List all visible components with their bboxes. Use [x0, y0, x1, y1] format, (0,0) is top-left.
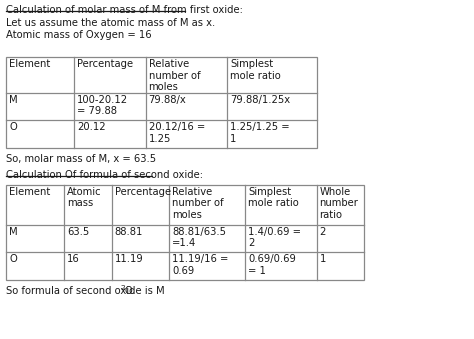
Text: 1.4/0.69 =
2: 1.4/0.69 = 2 — [248, 226, 301, 248]
Text: 20.12/16 =
1.25: 20.12/16 = 1.25 — [148, 122, 205, 144]
Text: 16: 16 — [67, 254, 80, 264]
Text: So, molar mass of M, x = 63.5: So, molar mass of M, x = 63.5 — [6, 154, 156, 164]
Text: Percentage: Percentage — [77, 59, 133, 69]
Text: O.: O. — [124, 286, 135, 296]
Text: 88.81: 88.81 — [115, 226, 143, 237]
Text: Element: Element — [9, 59, 51, 69]
Text: Element: Element — [9, 187, 51, 197]
Text: O: O — [9, 122, 17, 133]
Text: 79.88/1.25x: 79.88/1.25x — [230, 95, 290, 105]
Text: 11.19: 11.19 — [115, 254, 144, 264]
Text: Atomic
mass: Atomic mass — [67, 187, 101, 208]
Text: 79.88/x: 79.88/x — [148, 95, 186, 105]
Bar — [6, 57, 317, 148]
Text: 63.5: 63.5 — [67, 226, 89, 237]
Text: Simplest
mole ratio: Simplest mole ratio — [248, 187, 299, 208]
Text: Let us assume the atomic mass of M as x.: Let us assume the atomic mass of M as x. — [6, 18, 216, 28]
Text: 2: 2 — [319, 226, 326, 237]
Text: Percentage: Percentage — [115, 187, 171, 197]
Text: Whole
number
ratio: Whole number ratio — [319, 187, 358, 220]
Text: M: M — [9, 95, 18, 105]
Text: Relative
number of
moles: Relative number of moles — [148, 59, 200, 92]
Text: M: M — [9, 226, 18, 237]
Text: 100-20.12
= 79.88: 100-20.12 = 79.88 — [77, 95, 128, 116]
Text: 11.19/16 =
0.69: 11.19/16 = 0.69 — [173, 254, 229, 276]
Text: Simplest
mole ratio: Simplest mole ratio — [230, 59, 281, 81]
Text: 1.25/1.25 =
1: 1.25/1.25 = 1 — [230, 122, 290, 144]
Text: 1: 1 — [319, 254, 326, 264]
Text: O: O — [9, 254, 17, 264]
Bar — [6, 185, 364, 280]
Text: Atomic mass of Oxygen = 16: Atomic mass of Oxygen = 16 — [6, 30, 152, 40]
Text: 20.12: 20.12 — [77, 122, 106, 133]
Text: 88.81/63.5
=1.4: 88.81/63.5 =1.4 — [173, 226, 227, 248]
Text: Calculation Of formula of second oxide:: Calculation Of formula of second oxide: — [6, 170, 203, 180]
Text: 0.69/0.69
= 1: 0.69/0.69 = 1 — [248, 254, 296, 276]
Text: Relative
number of
moles: Relative number of moles — [173, 187, 224, 220]
Text: So formula of second oxide is M: So formula of second oxide is M — [6, 286, 165, 296]
Text: 2: 2 — [121, 285, 126, 291]
Text: Calculation of molar mass of M from first oxide:: Calculation of molar mass of M from firs… — [6, 5, 243, 15]
